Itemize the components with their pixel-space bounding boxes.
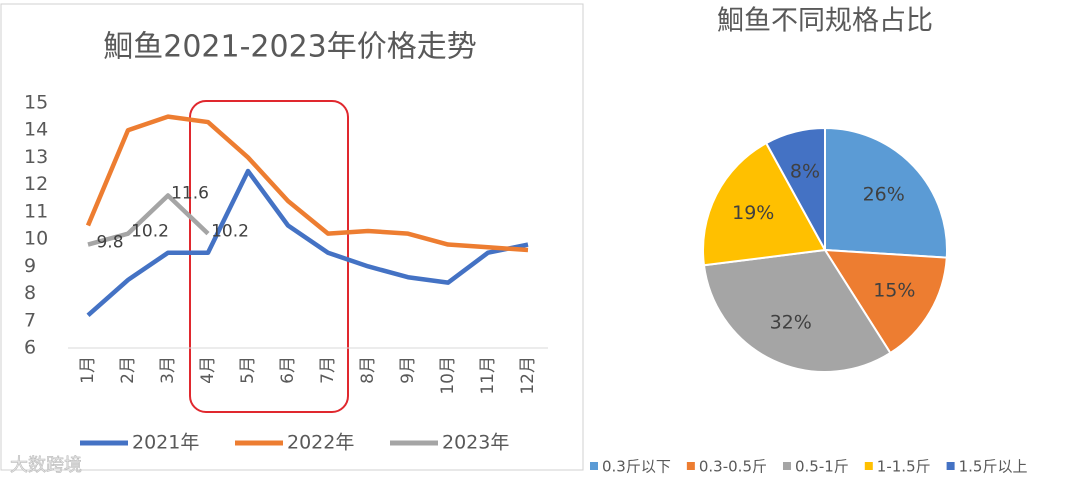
y-tick-label: 14 [24,119,48,141]
data-label: 15% [873,279,915,301]
x-tick-label: 7月 [318,356,338,384]
chart-frame [0,3,584,471]
y-tick-label: 6 [24,337,36,359]
x-tick-label: 9月 [398,356,418,384]
legend-swatch [590,462,598,470]
legend-swatch [864,462,873,470]
y-tick-label: 15 [24,92,48,114]
x-tick-label: 11月 [478,356,498,395]
y-tick-label: 11 [24,200,48,222]
legend-label: 0.5-1斤 [795,458,849,476]
legend-swatch [946,462,955,470]
y-tick-label: 10 [24,228,48,250]
data-label: 26% [863,183,905,205]
y-tick-label: 9 [24,255,36,277]
y-tick-label: 13 [24,146,48,168]
pie-slice [824,126,948,259]
line-series [87,193,210,247]
x-tick-label: 1月 [78,356,98,384]
data-label: 10.2 [131,222,169,242]
legend-label: 0.3-0.5斤 [699,458,767,476]
y-tick-label: 8 [24,282,36,304]
legend-swatch [782,462,791,470]
pie-slice [823,248,948,355]
legend-label: 0.3斤以下 [602,458,671,476]
x-tick-label: 8月 [358,356,378,384]
data-label: 11.6 [171,184,209,204]
legend-swatch [686,462,695,470]
x-tick-label: 12月 [518,356,538,395]
legend-label: 2022年 [287,432,354,454]
pie-slice [702,248,892,373]
chart-title: 鮰鱼2021-2023年价格走势 [103,30,477,65]
x-tick-label: 10月 [438,356,458,395]
x-tick-label: 6月 [278,356,298,384]
x-tick-label: 4月 [198,356,218,384]
legend-label: 2023年 [442,432,509,454]
line-series [86,168,529,318]
x-tick-label: 3月 [158,356,178,384]
pie-slice [702,141,827,267]
data-label: 19% [732,202,774,224]
x-tick-label: 5月 [238,356,258,384]
watermark: 大数跨境 [10,455,82,476]
legend-label: 2021年 [132,432,199,454]
pie-slice [764,126,826,251]
legend-label: 1.5斤以上 [959,458,1028,476]
data-label: 32% [770,311,812,333]
legend-label: 1-1.5斤 [877,458,931,476]
highlight-box [189,100,349,413]
line-series [85,114,529,253]
data-label: 9.8 [96,233,123,253]
y-tick-label: 12 [24,173,48,195]
data-label: 10.2 [211,222,249,242]
chart-title: 鮰鱼不同规格占比 [717,6,933,37]
x-tick-label: 2月 [118,356,138,384]
data-label: 8% [790,161,820,183]
y-tick-label: 7 [24,309,36,331]
